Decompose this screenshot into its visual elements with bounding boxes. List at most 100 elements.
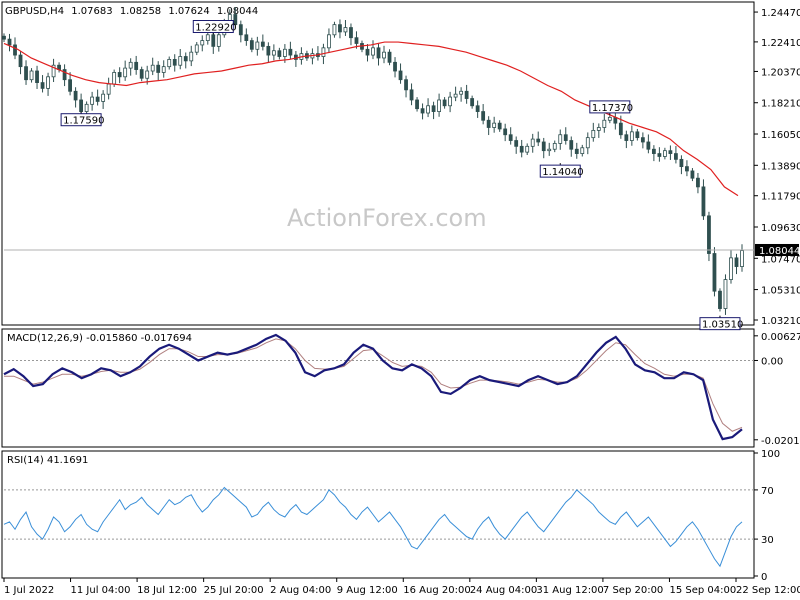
candle-body xyxy=(629,131,634,141)
candle-body xyxy=(674,153,678,160)
candle-body xyxy=(68,79,72,92)
moving-average-line xyxy=(3,41,739,197)
candle-body xyxy=(244,34,249,41)
candle-body xyxy=(167,59,172,68)
header-high: 1.08258 xyxy=(120,6,161,17)
candle-body xyxy=(371,47,375,56)
header-open: 1.07683 xyxy=(71,6,112,17)
candle-body xyxy=(354,37,359,44)
price-annotations: 1.22920 1.17590 1.17370 1.14040 1.03510 xyxy=(60,20,743,331)
price-series xyxy=(2,6,754,315)
price-y-tick-label: 1.13890 xyxy=(761,161,800,172)
candle-body xyxy=(282,48,287,57)
price-panel-frame xyxy=(1,1,755,326)
candle-body xyxy=(492,122,497,128)
price-y-tick-label: 1.05310 xyxy=(761,286,800,297)
macd-y-tick-label: 0.006273 xyxy=(761,332,800,343)
x-tick-label: 2 Aug 04:00 xyxy=(270,585,331,596)
candle-body xyxy=(503,128,508,136)
x-tick-label: 25 Jul 20:00 xyxy=(204,585,264,596)
candle-body xyxy=(563,134,568,141)
candle-body xyxy=(547,148,552,152)
annotation-label: 1.17370 xyxy=(592,103,633,114)
candle-body xyxy=(376,47,381,59)
candle-body xyxy=(574,148,579,154)
candle-body xyxy=(558,134,563,144)
x-tick-label: 31 Aug 12:00 xyxy=(536,585,603,596)
candle-body xyxy=(690,170,695,179)
candle-body xyxy=(161,66,166,73)
x-tick-label: 9 Aug 12:00 xyxy=(337,585,398,596)
watermark: ActionForex.com xyxy=(287,204,487,232)
macd-line xyxy=(3,333,743,441)
candle-body xyxy=(729,257,733,280)
rsi-y-tick-label: 0 xyxy=(761,572,767,583)
macd-label: MACD(12,26,9) -0.015860 -0.017694 xyxy=(7,333,192,344)
candle-body xyxy=(106,83,111,95)
candle-body xyxy=(51,64,56,78)
candle-body xyxy=(404,79,408,91)
annotation-box xyxy=(699,317,741,331)
candle-body xyxy=(123,67,128,78)
candle-body xyxy=(332,24,337,36)
candle-body xyxy=(271,50,276,56)
candle-body xyxy=(585,137,590,149)
candle-body xyxy=(101,93,106,102)
candle-body xyxy=(189,51,194,62)
candle-body xyxy=(657,153,662,157)
candle-body xyxy=(156,64,161,73)
candle-body xyxy=(117,72,122,78)
candle-body xyxy=(343,27,348,33)
candle-body xyxy=(238,24,243,36)
candle-body xyxy=(321,47,326,57)
annotation-box xyxy=(589,100,631,114)
x-tick-label: 7 Sep 20:00 xyxy=(603,585,663,596)
candle-body xyxy=(514,140,519,147)
x-tick-label: 1 Jul 2022 xyxy=(4,585,54,596)
x-tick-label: 22 Sep 12:00 xyxy=(736,585,800,596)
candle-body xyxy=(662,150,667,157)
annotation-box xyxy=(539,164,581,178)
candle-body xyxy=(481,111,486,121)
candle-body xyxy=(530,138,535,147)
candle-body xyxy=(338,24,342,33)
candle-body xyxy=(24,66,28,81)
price-y-tick-label: 1.20370 xyxy=(761,67,800,78)
candle-body xyxy=(260,41,265,47)
rsi-y-tick-label: 30 xyxy=(761,535,774,546)
candle-body xyxy=(2,35,6,40)
macd-signal-line xyxy=(4,338,743,432)
candle-body xyxy=(172,59,177,66)
rsi-line xyxy=(3,486,743,568)
candle-body xyxy=(150,64,155,72)
price-y-tick-label: 1.24470 xyxy=(761,8,800,19)
candle-body xyxy=(145,70,150,79)
candle-body xyxy=(249,40,254,50)
candle-body xyxy=(398,70,403,81)
candle-body xyxy=(718,290,722,309)
candle-body xyxy=(740,250,744,267)
candle-body xyxy=(200,40,205,46)
candle-body xyxy=(459,90,464,95)
candle-body xyxy=(13,44,17,56)
header-symbol: GBPUSD,H4 xyxy=(5,6,64,17)
candle-body xyxy=(393,61,397,72)
candle-body xyxy=(178,56,183,66)
candle-body xyxy=(84,103,89,112)
candle-body xyxy=(112,72,117,85)
annotation-label: 1.22920 xyxy=(195,23,236,34)
price-y-tick-label: 1.03210 xyxy=(761,316,800,327)
candle-body xyxy=(431,105,436,112)
candle-body xyxy=(205,34,210,41)
candle-body xyxy=(426,105,430,114)
candle-body xyxy=(139,69,144,79)
price-y-tick-label: 1.09630 xyxy=(761,223,800,234)
candle-body xyxy=(591,129,596,139)
candle-body xyxy=(580,147,585,154)
x-tick-label: 24 Aug 04:00 xyxy=(470,585,537,596)
candle-body xyxy=(194,44,199,53)
candle-body xyxy=(635,131,640,139)
candle-body xyxy=(211,34,216,47)
candle-body xyxy=(95,96,100,102)
